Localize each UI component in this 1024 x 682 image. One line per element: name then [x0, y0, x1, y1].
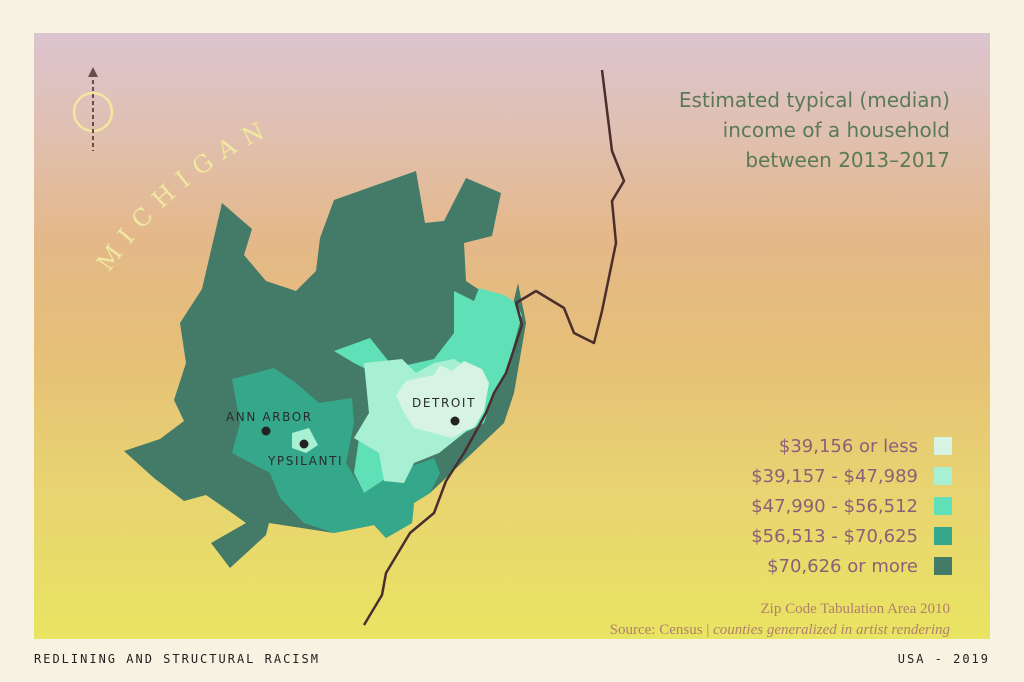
legend-item: $47,990 - $56,512 — [751, 491, 952, 521]
legend-swatch — [934, 437, 952, 455]
title-line-1: Estimated typical (median) — [678, 88, 950, 112]
source-line-2: Source: Census | counties generalized in… — [610, 620, 950, 639]
legend-swatch — [934, 557, 952, 575]
source-italic: counties generalized in artist rendering — [713, 622, 950, 638]
legend-item: $39,157 - $47,989 — [751, 461, 952, 491]
state-label: MICHIGAN — [91, 112, 277, 276]
legend-label: $39,157 - $47,989 — [751, 465, 918, 487]
legend-label: $47,990 - $56,512 — [751, 495, 918, 517]
north-arrow-compass-icon — [72, 67, 114, 151]
ann-arbor-dot — [261, 426, 271, 436]
legend-swatch — [934, 527, 952, 545]
map-panel: MICHIGAN ANN ARBOR YPSILANTI DETROIT Est… — [34, 33, 990, 639]
legend-swatch — [934, 467, 952, 485]
legend-item: $70,626 or more — [751, 551, 952, 581]
footer-left: REDLINING AND STRUCTURAL RACISM — [34, 652, 320, 666]
title-line-3: between 2013–2017 — [745, 148, 950, 172]
legend-label: $70,626 or more — [767, 555, 918, 577]
county-border-line — [362, 69, 626, 626]
ypsilanti-dot — [299, 439, 309, 449]
legend-label: $39,156 or less — [778, 435, 918, 457]
region-56513-to-70625 — [232, 368, 440, 538]
legend-item: $56,513 - $70,625 — [751, 521, 952, 551]
detroit-dot — [450, 416, 460, 426]
ann-arbor-label: ANN ARBOR — [226, 410, 313, 424]
source-line-1: Zip Code Tabulation Area 2010 — [760, 601, 950, 617]
legend-item: $39,156 or less — [751, 431, 952, 461]
source-prefix: Source: Census | — [609, 622, 714, 638]
map-title: Estimated typical (median) income of a h… — [530, 85, 950, 175]
source-note: Zip Code Tabulation Area 2010 Source: Ce… — [610, 599, 950, 639]
title-line-2: income of a household — [722, 118, 950, 142]
region-39156-or-less — [396, 361, 489, 438]
detroit-label: DETROIT — [412, 396, 477, 410]
choropleth-map: MICHIGAN — [72, 67, 626, 626]
legend-swatch — [934, 497, 952, 515]
legend-label: $56,513 - $70,625 — [751, 525, 918, 547]
legend: $39,156 or less $39,157 - $47,989 $47,99… — [751, 431, 952, 581]
footer-right: USA - 2019 — [897, 652, 990, 666]
ypsilanti-label: YPSILANTI — [268, 454, 344, 468]
